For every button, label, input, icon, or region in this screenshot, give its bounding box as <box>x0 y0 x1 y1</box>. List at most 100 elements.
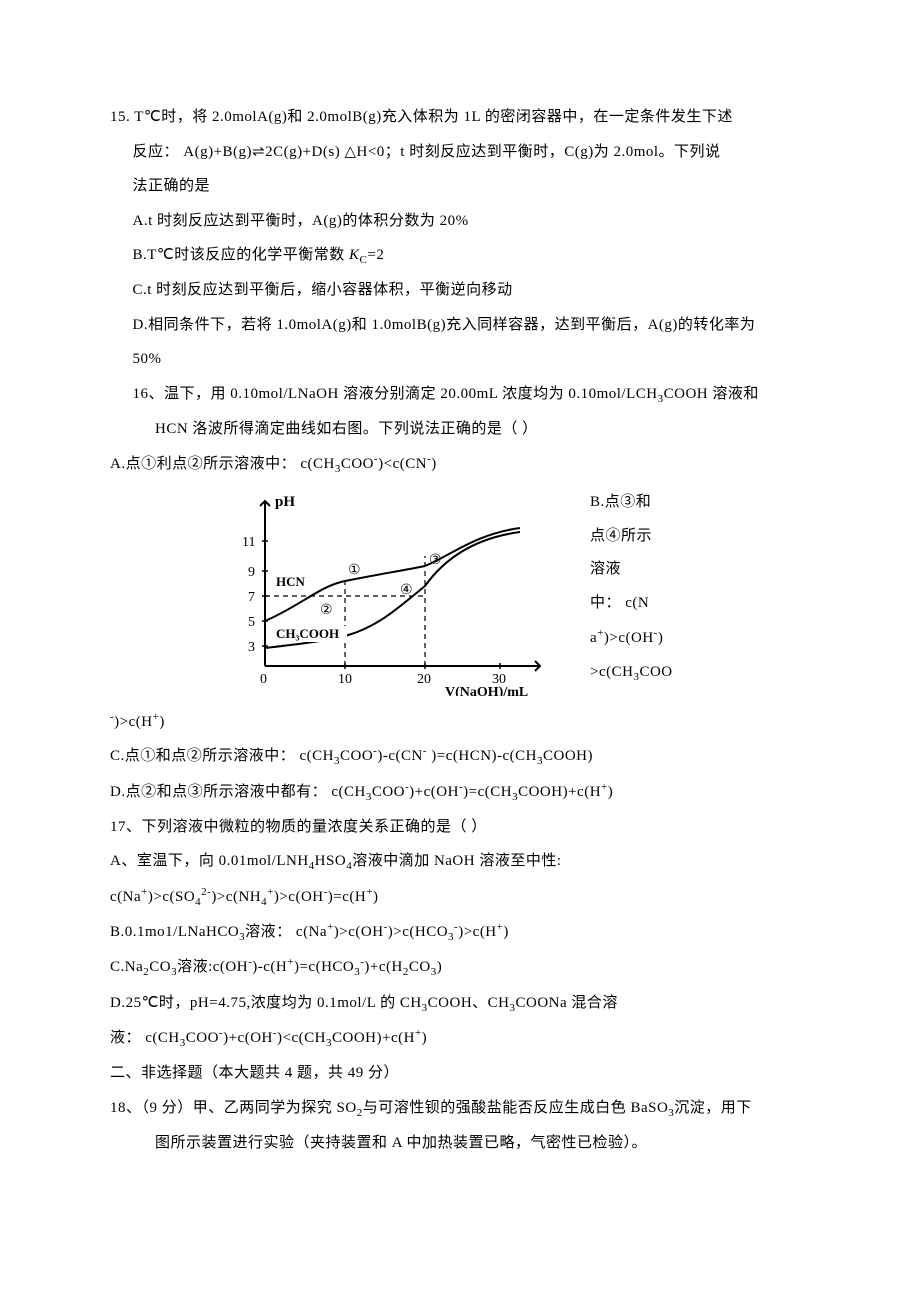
q16-B-6: >c(CH3COO <box>590 656 810 690</box>
q16-D-s5: + <box>601 781 608 793</box>
chart-yt1: 5 <box>248 615 255 630</box>
q17-B-e: )>c(H <box>458 924 496 940</box>
q17-D2-b: COO <box>186 1030 219 1046</box>
chart-ch3cooh-label: CH₃COOH <box>276 626 339 641</box>
q17-A1-c: 溶液中滴加 NaOH 溶液至中性: <box>352 853 561 869</box>
q17-D2-f: ) <box>422 1030 428 1046</box>
chart-pt2: ② <box>320 603 333 618</box>
chart-pt1: ① <box>348 563 361 578</box>
q16-l1b: COOH 溶液和 <box>664 386 759 402</box>
q18-line2: 图所示装置进行实验（夹持装置和 A 中加热装置已略，气密性已检验）。 <box>110 1126 810 1161</box>
q15-line1: 15. T℃时，将 2.0molA(g)和 2.0molB(g)充入体积为 1L… <box>110 100 810 135</box>
chart-pt3: ③ <box>429 553 442 568</box>
q16-B-4a: 中： c(N <box>590 595 649 611</box>
q17-D2-c: )+c(OH <box>223 1030 273 1046</box>
q16-B-5e: ) <box>658 630 664 646</box>
chart-ylabel: pH <box>275 494 295 510</box>
q17-D1-a: D.25℃时，pH=4.75,浓度均为 0.1mol/L 的 CH <box>110 995 422 1011</box>
q17-D2-s5: + <box>415 1027 422 1039</box>
chart-yt3: 9 <box>248 565 255 580</box>
q17-A2: c(Na+)>c(SO42-)>c(NH4+)>c(OH-)=c(H+) <box>110 880 810 915</box>
q17-D2-e: COOH)+c(H <box>332 1030 415 1046</box>
q17-B-d: )>c(HCO <box>388 924 448 940</box>
q16-B-6a: >c(CH <box>590 664 633 680</box>
q18-l1-a: 18、（9 分）甲、乙两同学为探究 SO <box>110 1100 357 1116</box>
q17-D1-b: COOH、CH <box>428 995 510 1011</box>
q16-D-f: ) <box>608 784 614 800</box>
q17-C: C.Na2CO3溶液:c(OH-)-c(H+)=c(HCO3-)+c(H2CO3… <box>110 950 810 985</box>
q16-B-5: a+)>c(OH-) <box>590 621 810 656</box>
q17-A2-d: )>c(OH <box>274 889 324 905</box>
q16-B-4: 中： c(N <box>590 587 810 621</box>
q16-optD: D.点②和点③所示溶液中都有： c(CH3COO-)+c(OH-)=c(CH3C… <box>110 775 810 810</box>
q17-D2-d: )<c(CH <box>277 1030 326 1046</box>
q17-C-e: )=c(HCO <box>294 959 354 975</box>
q16-optC: C.点①和点②所示溶液中： c(CH3COO-)-c(CN- )=c(HCN)-… <box>110 739 810 774</box>
q15-optD-2: 50% <box>110 342 810 377</box>
q17-D1-c: COONa 混合溶 <box>516 995 618 1011</box>
q17-C-s4: + <box>287 956 294 968</box>
q16-D-c: )+c(OH <box>409 784 459 800</box>
q17-A1-a: A、室温下，向 0.01mol/LNH <box>110 853 309 869</box>
q17-B-c: )>c(OH <box>334 924 384 940</box>
q17-D2: 液： c(CH3COO-)+c(OH-)<c(CH3COOH)+c(H+) <box>110 1021 810 1056</box>
titration-chart: pH 3 5 7 9 11 0 10 20 30 V(NaO <box>220 486 560 701</box>
q16-cont-b: ) <box>159 714 165 730</box>
chart-yt4: 11 <box>242 535 255 550</box>
chart-pt4: ④ <box>400 583 413 598</box>
q16-B-2: 点④所示 <box>590 520 810 554</box>
section-2-title: 二、非选择题（本大题共 4 题，共 49 分） <box>110 1056 810 1091</box>
chart-yt2: 7 <box>248 590 255 605</box>
q17-A2-f: ) <box>373 889 379 905</box>
q16-D-b: COO <box>372 784 405 800</box>
chart-xlabel: V(NaOH)/mL <box>445 685 528 696</box>
page: 15. T℃时，将 2.0molA(g)和 2.0molB(g)充入体积为 1L… <box>0 0 920 1302</box>
chart-xt0: 0 <box>260 672 267 687</box>
q17-A1-b: HSO <box>315 853 347 869</box>
q16-line1: 16、温下，用 0.10mol/LNaOH 溶液分别滴定 20.00mL 浓度均… <box>110 377 810 412</box>
q15-optB-post: =2 <box>367 247 384 263</box>
q17-A2-b: )>c(SO <box>148 889 195 905</box>
q16-D-d: )=c(CH <box>463 784 512 800</box>
chart-xt1: 10 <box>338 672 352 687</box>
q17-A2-s5: + <box>267 886 274 898</box>
q15-line3: 法正确的是 <box>110 169 810 204</box>
q15-optC: C.t 时刻反应达到平衡后，缩小容器体积，平衡逆向移动 <box>110 273 810 308</box>
q17-B-s2: + <box>327 921 334 933</box>
q17-A2-e: )=c(H <box>328 889 366 905</box>
q17-B: B.0.1mo1/LNaHCO3溶液： c(Na+)>c(OH-)>c(HCO3… <box>110 915 810 950</box>
q17-A2-s1: + <box>141 886 148 898</box>
q17-D1: D.25℃时，pH=4.75,浓度均为 0.1mol/L 的 CH3COOH、C… <box>110 986 810 1021</box>
q17-C-h: ) <box>437 959 443 975</box>
q16-B-5c: )>c(OH <box>604 630 654 646</box>
q16-B-3: 溶液 <box>590 553 810 587</box>
q18-line1: 18、（9 分）甲、乙两同学为探究 SO2与可溶性钡的强酸盐能否反应生成白色 B… <box>110 1091 810 1126</box>
q17-C-a: C.Na <box>110 959 143 975</box>
q17-A2-s7: + <box>366 886 373 898</box>
q16-line2: HCN 洛波所得滴定曲线如右图。下列说法正确的是（ ） <box>110 412 810 447</box>
chart-yt0: 3 <box>248 640 255 655</box>
q18-l1-b: 与可溶性钡的强酸盐能否反应生成白色 BaSO <box>363 1100 669 1116</box>
q16-cont: -)>c(H+) <box>110 705 810 740</box>
q15-optA: A.t 时刻反应达到平衡时，A(g)的体积分数为 20% <box>110 204 810 239</box>
q17-A1: A、室温下，向 0.01mol/LNH4HSO4溶液中滴加 NaOH 溶液至中性… <box>110 844 810 879</box>
q16-A-b: COO <box>341 456 374 472</box>
q17-B-a: B.0.1mo1/LNaHCO <box>110 924 239 940</box>
q17-line1: 17、下列溶液中微粒的物质的量浓度关系正确的是（ ） <box>110 810 810 845</box>
q16-A-a: A.点①利点②所示溶液中： c(CH <box>110 456 335 472</box>
q17-C-c: 溶液:c(OH <box>177 959 248 975</box>
q16-A-d: ) <box>431 456 437 472</box>
q17-B-f: ) <box>503 924 509 940</box>
q15-line2: 反应： A(g)+B(g)⇌2C(g)+D(s) △H<0；t 时刻反应达到平衡… <box>110 135 810 170</box>
q16-chart-row: pH 3 5 7 9 11 0 10 20 30 V(NaO <box>110 486 810 701</box>
q16-C-a: C.点①和点②所示溶液中： c(CH <box>110 748 334 764</box>
q16-D-e: COOH)+c(H <box>518 784 601 800</box>
chart-xt2: 20 <box>417 672 431 687</box>
q16-C-e: COOH) <box>543 748 593 764</box>
q16-C-c: )-c(CN <box>377 748 422 764</box>
q15-optB: B.T℃时该反应的化学平衡常数 KC=2 <box>110 238 810 273</box>
q16-C-b: COO <box>340 748 373 764</box>
q16-optA: A.点①利点②所示溶液中： c(CH3COO-)<c(CN-) <box>110 447 810 482</box>
q16-A-c: )<c(CN <box>378 456 427 472</box>
q16-B-1: B.点③和 <box>590 486 810 520</box>
